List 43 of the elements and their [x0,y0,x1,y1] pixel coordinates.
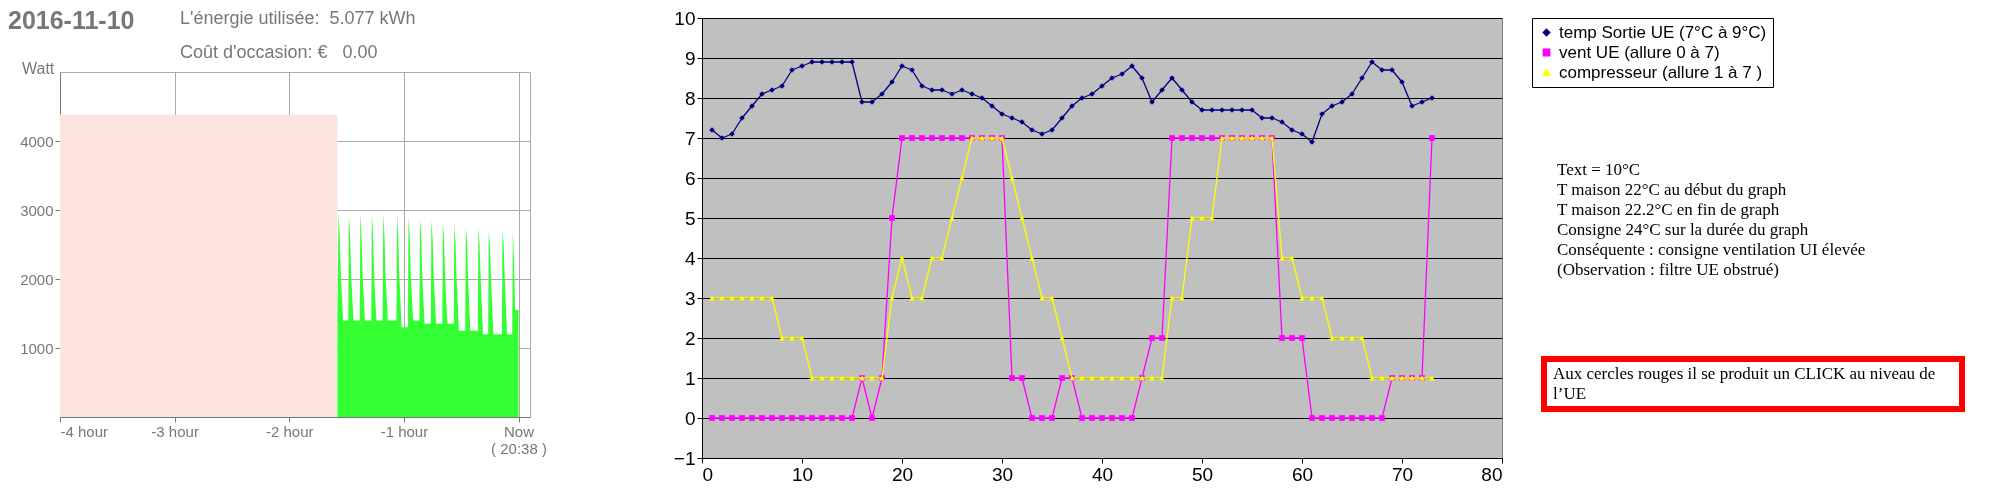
legend-label: temp Sortie UE (7°C à 9°C) [1559,22,1767,42]
legend-label: compresseur (allure 1 à 7 ) [1559,62,1763,82]
x-tick-label: -2 hour [266,422,314,440]
text: Text = 10°C [1557,160,1641,180]
x-tick-label: 60 [1291,463,1314,485]
x-tick-label: 20 [891,463,914,485]
x-tick-label: 40 [1091,463,1114,485]
x-tick-label: 80 [1481,463,1503,485]
text: L'énergie utilisée: 5.077 kWh [180,8,416,29]
text: T maison 22.2°C en fin de graph [1557,200,1780,220]
y-tick-label: 5 [684,207,696,229]
y-tick-label: 3000 [20,201,54,219]
y-tick-label: 6 [684,167,696,189]
y-tick-label: 1 [684,367,696,389]
text: T maison 22°C au début du graph [1557,180,1787,200]
y-tick-label: 2000 [20,270,54,288]
y-tick-label: 1000 [20,339,54,357]
y-tick-label: 8 [684,87,696,109]
text: (Observation : filtre UE obstrué) [1557,260,1779,280]
legend-label: vent UE (allure 0 à 7) [1559,42,1720,62]
x-tick-label: 0 [702,463,714,485]
x-tick-label: 10 [791,463,814,485]
y-tick-label: 3 [684,287,696,309]
y-tick-label: 4000 [20,132,54,150]
y-tick-label: −1 [673,447,696,469]
x-tick-label: Now ( 20:38 ) [491,422,547,457]
x-tick-label: 70 [1391,463,1414,485]
y-tick-label: 4 [684,247,696,269]
x-tick-label: -1 hour [380,422,429,440]
y-tick-label: 7 [684,127,696,149]
y-tick-label: 2 [684,327,696,349]
x-tick-label: -3 hour [151,422,199,440]
text: Conséquente : consigne ventilation UI élevée [1557,240,1866,260]
x-tick-label: 30 [991,463,1014,485]
y-tick-label: 10 [674,7,696,29]
chart-title: 2016-11-10 [8,6,135,35]
y-tick-label: 9 [684,47,696,69]
x-tick-label: -4 hour [60,422,109,440]
text: Consigne 24°C sur la durée du graph [1557,220,1809,240]
text: Coût d'occasion: € 0.00 [180,42,378,63]
x-tick-label: 50 [1191,463,1214,485]
y-axis-title: Watt [22,60,55,78]
text: Aux cercles rouges il se produit un CLICK au niveau de l’UE [1541,356,1965,412]
